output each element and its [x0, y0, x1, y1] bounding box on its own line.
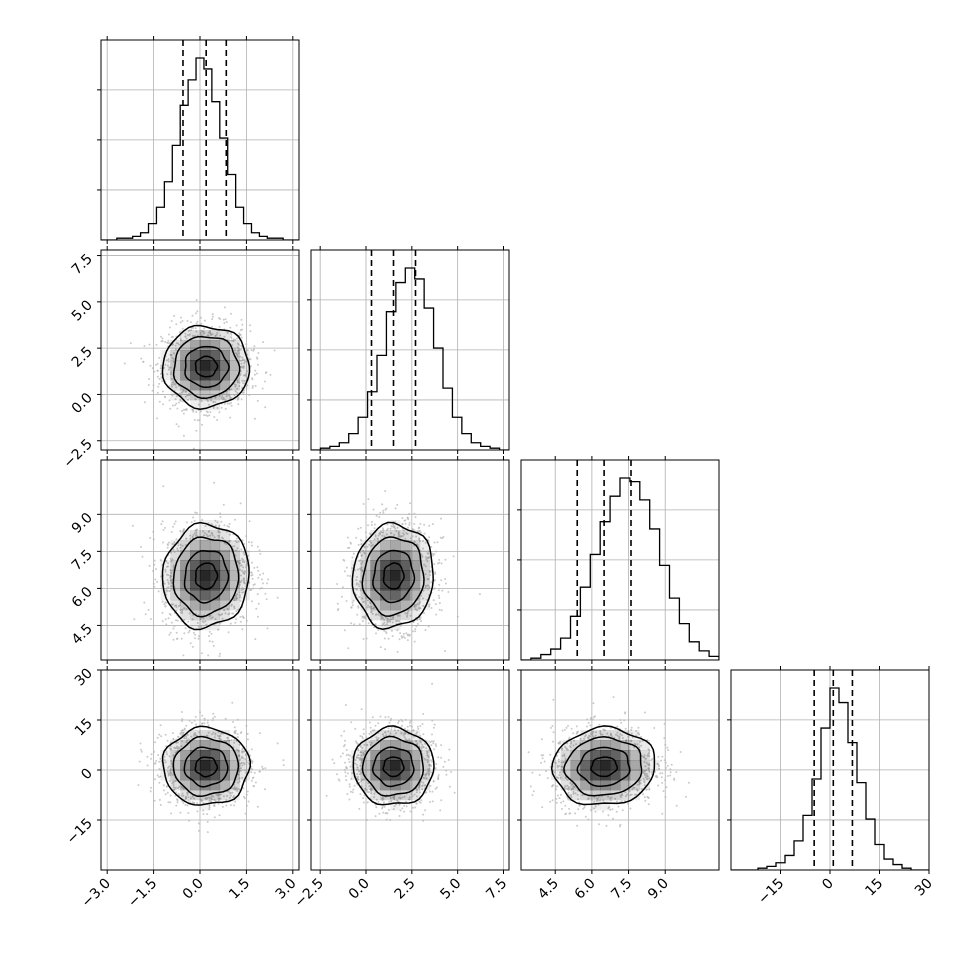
- x-tick-label: 0.0: [346, 876, 373, 903]
- contour-level: [183, 550, 230, 604]
- contour-level: [550, 725, 656, 806]
- contour-level: [161, 725, 252, 806]
- x-tick-label: 2.5: [392, 876, 419, 903]
- x-tick-label: −1.5: [125, 876, 160, 911]
- y-tick-label: 15: [72, 716, 96, 740]
- contour-level: [352, 725, 435, 806]
- density-panel-2-1: [307, 456, 510, 664]
- x-tick-label: −3.0: [79, 876, 114, 911]
- y-tick-label: 6.0: [69, 584, 96, 611]
- contour-level: [172, 735, 240, 798]
- contour-level: [194, 756, 219, 778]
- contour-level: [563, 736, 643, 797]
- contour-level: [576, 746, 631, 787]
- contours: [161, 725, 252, 806]
- density-panel-1-0: −2.5 0.0 2.5 5.0 7.5: [60, 246, 300, 472]
- contour-level: [351, 521, 434, 630]
- x-tick-label: 7.5: [483, 876, 510, 903]
- y-tick-label: 4.5: [69, 621, 96, 648]
- histogram-panel-3: −15 0 15 30: [727, 666, 936, 908]
- x-tick-label: 0.0: [180, 876, 207, 903]
- scatter-points: [137, 701, 285, 834]
- density-blocks: [160, 330, 250, 411]
- y-tick-label: 30: [72, 666, 96, 690]
- histogram-step: [101, 57, 299, 240]
- contour-level: [172, 536, 240, 618]
- density-panel-3-1: −2.5 0.0 2.5 5.0 7.5: [292, 666, 510, 911]
- contours: [161, 324, 251, 410]
- x-tick-label: 6.0: [572, 876, 599, 903]
- x-tick-label: 15: [862, 876, 886, 900]
- contour-level: [194, 562, 219, 590]
- contour-level: [161, 521, 250, 631]
- histogram-step: [731, 687, 929, 870]
- contours: [161, 521, 250, 631]
- y-tick-label: 0.0: [69, 390, 96, 417]
- y-tick-label: −2.5: [60, 436, 95, 471]
- y-tick-label: 5.0: [69, 297, 96, 324]
- density-panel-2-0: 4.5 6.0 7.5 9.0: [69, 456, 300, 664]
- contours: [352, 725, 435, 806]
- contour-level: [372, 549, 416, 604]
- contour-level: [184, 345, 230, 389]
- contours: [550, 725, 656, 806]
- density-panel-3-2: 4.5 6.0 7.5 9.0: [517, 666, 720, 903]
- x-tick-label: −2.5: [292, 876, 327, 911]
- scatter-points: [527, 696, 690, 828]
- histogram-panel-2: [517, 456, 720, 664]
- x-tick-label: 9.0: [645, 876, 672, 903]
- contour-level: [382, 562, 405, 590]
- y-tick-label: 0: [78, 766, 96, 784]
- x-tick-label: 0: [819, 876, 837, 894]
- contour-level: [382, 756, 405, 778]
- y-tick-label: 7.5: [69, 547, 96, 574]
- contour-level: [590, 756, 619, 778]
- x-tick-label: 5.0: [437, 876, 464, 903]
- contour-level: [183, 746, 229, 788]
- x-tick-label: 7.5: [608, 876, 635, 903]
- contour-level: [371, 746, 415, 788]
- contour-level: [361, 536, 425, 617]
- histogram-panel-0: [97, 36, 300, 244]
- contour-level: [194, 355, 219, 378]
- contour-level: [161, 324, 251, 410]
- contour-level: [172, 335, 241, 400]
- x-tick-label: 1.5: [226, 876, 253, 903]
- contour-level: [361, 735, 425, 797]
- x-tick-label: 30: [912, 876, 936, 900]
- histogram-step: [521, 477, 719, 660]
- y-tick-label: −15: [64, 816, 96, 848]
- scatter-points: [336, 490, 481, 653]
- y-tick-label: 2.5: [69, 344, 96, 371]
- y-tick-label: 7.5: [69, 251, 96, 278]
- contours: [351, 521, 434, 630]
- histogram-panel-1: [307, 246, 510, 454]
- y-tick-label: 9.0: [69, 510, 96, 537]
- x-tick-label: 4.5: [535, 876, 562, 903]
- histogram-step: [311, 267, 509, 450]
- panel-frame: [310, 459, 510, 661]
- x-tick-label: −15: [755, 876, 787, 908]
